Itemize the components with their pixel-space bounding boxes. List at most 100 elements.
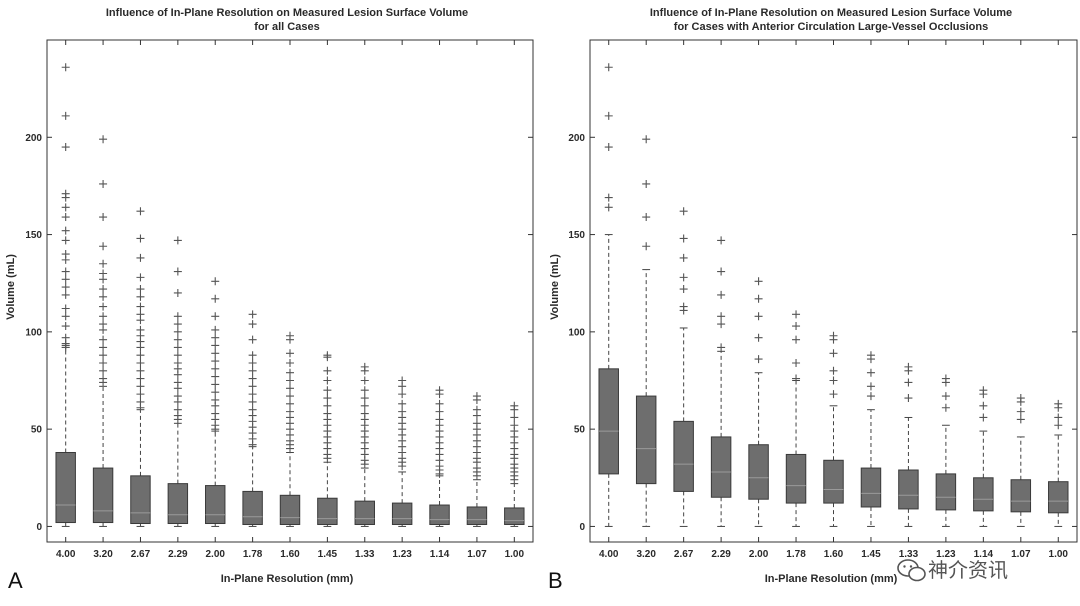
x-tick-label: 1.14 xyxy=(430,549,450,560)
y-tick-label: 0 xyxy=(36,522,42,533)
outlier-point xyxy=(286,399,294,408)
panel-a-subtitle: for all Cases xyxy=(254,21,319,33)
outlier-point xyxy=(61,63,70,72)
outlier-point xyxy=(248,320,257,329)
outlier-point xyxy=(136,273,145,282)
outlier-point xyxy=(61,275,70,284)
x-tick-label: 2.67 xyxy=(674,549,694,560)
panel-b-xlabel: In-Plane Resolution (mm) xyxy=(765,573,898,585)
outlier-point xyxy=(510,405,519,414)
outlier-point xyxy=(136,351,145,360)
outlier-point xyxy=(1016,397,1025,406)
outlier-point xyxy=(211,294,220,303)
outlier-point xyxy=(99,366,108,375)
outlier-point xyxy=(398,390,407,399)
outlier-point xyxy=(979,413,988,422)
outlier-point xyxy=(136,403,145,412)
x-tick-label: 4.00 xyxy=(56,549,76,560)
outlier-point xyxy=(211,380,220,389)
outlier-point xyxy=(136,390,145,399)
outlier-point xyxy=(136,302,145,311)
outlier-point xyxy=(61,193,70,202)
y-tick-label: 50 xyxy=(31,425,43,436)
x-tick-label: 1.23 xyxy=(936,549,956,560)
y-tick-label: 150 xyxy=(568,230,585,241)
outlier-point xyxy=(99,312,108,321)
outlier-point xyxy=(211,364,220,373)
outlier-point xyxy=(136,292,145,301)
outlier-point xyxy=(360,386,369,395)
outlier-point xyxy=(99,335,108,344)
outlier-point xyxy=(435,407,444,416)
x-tick-label: 1.33 xyxy=(899,549,919,560)
outlier-point xyxy=(435,390,444,399)
outlier-point xyxy=(754,333,763,342)
outlier-point xyxy=(286,349,294,358)
outlier-point xyxy=(61,236,70,245)
outlier-point xyxy=(435,469,444,478)
outlier-point xyxy=(61,213,70,222)
outlier-point xyxy=(754,355,763,364)
outlier-point xyxy=(248,351,257,360)
outlier-point xyxy=(61,111,70,120)
box-iqr xyxy=(504,507,525,525)
panel-b-letter: B xyxy=(548,568,563,593)
outlier-point xyxy=(941,378,950,387)
outlier-point xyxy=(61,255,70,264)
x-tick-label: 1.07 xyxy=(1011,549,1031,560)
x-tick-label: 1.23 xyxy=(392,549,412,560)
outlier-point xyxy=(173,267,182,276)
outlier-point xyxy=(679,285,688,294)
outlier-point xyxy=(904,394,913,403)
outlier-point xyxy=(61,143,70,152)
outlier-point xyxy=(323,401,332,410)
outlier-point xyxy=(61,226,70,235)
box-iqr xyxy=(92,467,114,524)
outlier-point xyxy=(173,327,182,336)
outlier-point xyxy=(99,343,108,352)
x-tick-label: 1.60 xyxy=(280,549,300,560)
x-tick-label: 1.00 xyxy=(1049,549,1069,560)
outlier-point xyxy=(99,179,108,188)
outlier-point xyxy=(211,312,220,321)
x-tick-label: 1.45 xyxy=(861,549,881,560)
outlier-point xyxy=(829,366,838,375)
outlier-point xyxy=(136,316,145,325)
outlier-point xyxy=(99,213,108,222)
outlier-point xyxy=(398,382,407,391)
outlier-point xyxy=(61,304,70,313)
outlier-point xyxy=(173,397,182,406)
outlier-point xyxy=(642,242,651,251)
outlier-point xyxy=(99,358,108,367)
outlier-point xyxy=(792,310,801,319)
outlier-point xyxy=(604,111,613,120)
outlier-point xyxy=(211,388,220,397)
outlier-point xyxy=(173,415,182,424)
outlier-point xyxy=(173,288,182,297)
x-tick-label: 1.60 xyxy=(824,549,844,560)
outlier-point xyxy=(510,413,519,422)
outlier-point xyxy=(248,382,257,391)
outlier-point xyxy=(717,267,726,276)
outlier-point xyxy=(792,335,801,344)
outlier-point xyxy=(211,349,220,358)
outlier-point xyxy=(604,63,613,72)
outlier-point xyxy=(717,290,726,299)
outlier-point xyxy=(829,335,838,344)
outlier-point xyxy=(323,394,332,403)
y-tick-label: 200 xyxy=(568,133,585,144)
outlier-point xyxy=(136,382,145,391)
outlier-point xyxy=(1054,421,1063,430)
outlier-point xyxy=(99,325,108,334)
box-iqr xyxy=(898,469,919,510)
outlier-point xyxy=(360,366,369,375)
outlier-point xyxy=(642,179,651,188)
outlier-point xyxy=(754,294,763,303)
outlier-point xyxy=(360,401,369,410)
panel-a-letter: A xyxy=(8,568,23,593)
outlier-point xyxy=(136,374,145,383)
box-iqr xyxy=(130,475,151,525)
box-iqr xyxy=(635,395,657,485)
x-tick-label: 1.78 xyxy=(786,549,806,560)
outlier-point xyxy=(61,203,70,212)
